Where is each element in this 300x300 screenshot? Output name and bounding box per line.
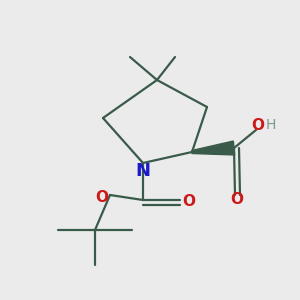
Text: O: O <box>230 191 244 206</box>
Text: O: O <box>182 194 196 208</box>
Polygon shape <box>192 141 235 155</box>
Text: O: O <box>95 190 109 205</box>
Text: O: O <box>251 118 265 134</box>
Text: H: H <box>266 118 276 132</box>
Text: N: N <box>136 162 151 180</box>
